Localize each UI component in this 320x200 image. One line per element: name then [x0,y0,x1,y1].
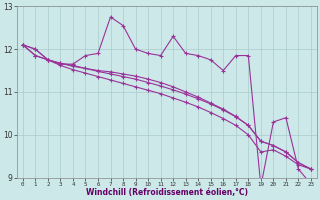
X-axis label: Windchill (Refroidissement éolien,°C): Windchill (Refroidissement éolien,°C) [86,188,248,197]
